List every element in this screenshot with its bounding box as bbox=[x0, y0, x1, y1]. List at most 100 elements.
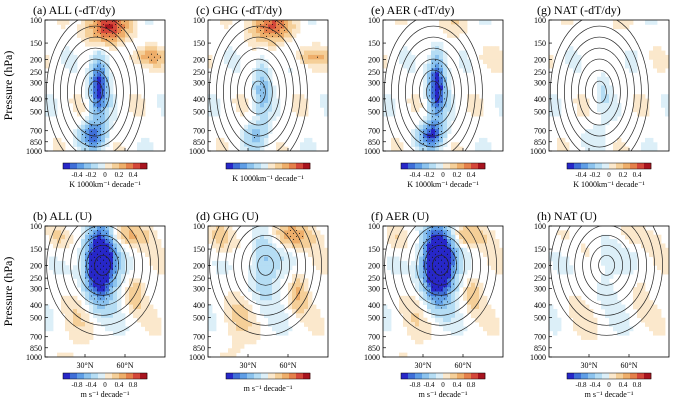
cell bbox=[65, 59, 70, 65]
cell bbox=[89, 322, 94, 327]
cell bbox=[260, 137, 265, 143]
cell bbox=[439, 300, 444, 305]
cell bbox=[256, 20, 261, 25]
cell bbox=[593, 146, 598, 151]
cell bbox=[89, 326, 94, 332]
colorbar-swatch bbox=[415, 163, 423, 169]
cell bbox=[443, 239, 448, 244]
cell bbox=[439, 247, 444, 253]
cell bbox=[661, 269, 666, 275]
cell bbox=[61, 352, 66, 357]
cell bbox=[137, 230, 142, 236]
cell bbox=[649, 146, 654, 151]
cell bbox=[216, 243, 221, 249]
cell bbox=[387, 308, 392, 314]
cell bbox=[141, 102, 146, 108]
cell bbox=[85, 33, 90, 38]
cell bbox=[557, 256, 562, 262]
cell bbox=[459, 234, 464, 240]
cell bbox=[435, 116, 440, 121]
cell bbox=[589, 330, 594, 336]
cell bbox=[601, 260, 606, 266]
cell bbox=[443, 76, 448, 82]
cell bbox=[601, 304, 606, 310]
cell bbox=[387, 265, 392, 271]
cell bbox=[427, 274, 432, 279]
cell bbox=[459, 63, 464, 69]
cell bbox=[589, 129, 594, 134]
cell bbox=[423, 265, 428, 271]
cell bbox=[483, 146, 488, 151]
cell bbox=[565, 54, 570, 60]
cell bbox=[141, 308, 146, 314]
cell bbox=[121, 234, 126, 240]
cell bbox=[97, 54, 102, 60]
cell bbox=[312, 41, 317, 47]
cell bbox=[621, 24, 626, 30]
cell bbox=[617, 146, 622, 151]
cell bbox=[89, 89, 94, 95]
cell bbox=[109, 230, 114, 236]
cell bbox=[280, 28, 285, 34]
cell bbox=[435, 89, 440, 95]
cell bbox=[101, 308, 106, 314]
cell bbox=[601, 278, 606, 284]
cell bbox=[224, 260, 229, 266]
cell bbox=[93, 94, 98, 99]
cell bbox=[407, 59, 412, 65]
cell bbox=[89, 287, 94, 292]
cell bbox=[292, 230, 297, 236]
cell bbox=[61, 295, 66, 301]
cell bbox=[581, 107, 586, 113]
cell bbox=[81, 24, 86, 30]
cell bbox=[260, 41, 265, 47]
cell bbox=[475, 243, 480, 249]
cell bbox=[312, 243, 317, 249]
cell bbox=[89, 274, 94, 279]
pressure-tick-label: 1000 bbox=[189, 147, 205, 156]
cell bbox=[117, 282, 122, 288]
cell bbox=[153, 265, 158, 271]
cell bbox=[661, 102, 666, 108]
cell bbox=[272, 282, 277, 288]
cell bbox=[431, 243, 436, 249]
cell bbox=[280, 234, 285, 240]
cell bbox=[439, 230, 444, 236]
cell bbox=[487, 252, 492, 257]
cell bbox=[101, 85, 106, 91]
cell bbox=[149, 308, 154, 314]
cell bbox=[157, 50, 162, 56]
cell bbox=[224, 317, 229, 323]
cell bbox=[77, 247, 82, 253]
cell bbox=[81, 230, 86, 236]
cell bbox=[117, 265, 122, 271]
cell bbox=[252, 94, 257, 99]
cell bbox=[45, 98, 50, 104]
cell bbox=[435, 102, 440, 108]
cell bbox=[581, 94, 586, 99]
cell bbox=[407, 54, 412, 60]
cell bbox=[641, 94, 646, 99]
cell bbox=[645, 234, 650, 240]
cell bbox=[613, 313, 618, 319]
cell bbox=[256, 335, 261, 340]
cell bbox=[609, 256, 614, 262]
cell bbox=[141, 322, 146, 327]
cell bbox=[117, 33, 122, 38]
cell bbox=[216, 102, 221, 108]
colorbar-swatch bbox=[233, 163, 241, 169]
cell bbox=[625, 54, 630, 60]
cell bbox=[236, 94, 241, 99]
cell bbox=[665, 260, 669, 266]
cell bbox=[272, 295, 277, 301]
colorbar-swatch bbox=[112, 373, 120, 379]
cell bbox=[593, 317, 598, 323]
cell bbox=[565, 230, 570, 236]
cell bbox=[153, 63, 158, 69]
cell bbox=[637, 94, 642, 99]
cell bbox=[53, 98, 58, 104]
cell bbox=[268, 76, 273, 82]
cell bbox=[419, 142, 424, 148]
cell bbox=[240, 142, 245, 148]
cell bbox=[260, 68, 265, 73]
